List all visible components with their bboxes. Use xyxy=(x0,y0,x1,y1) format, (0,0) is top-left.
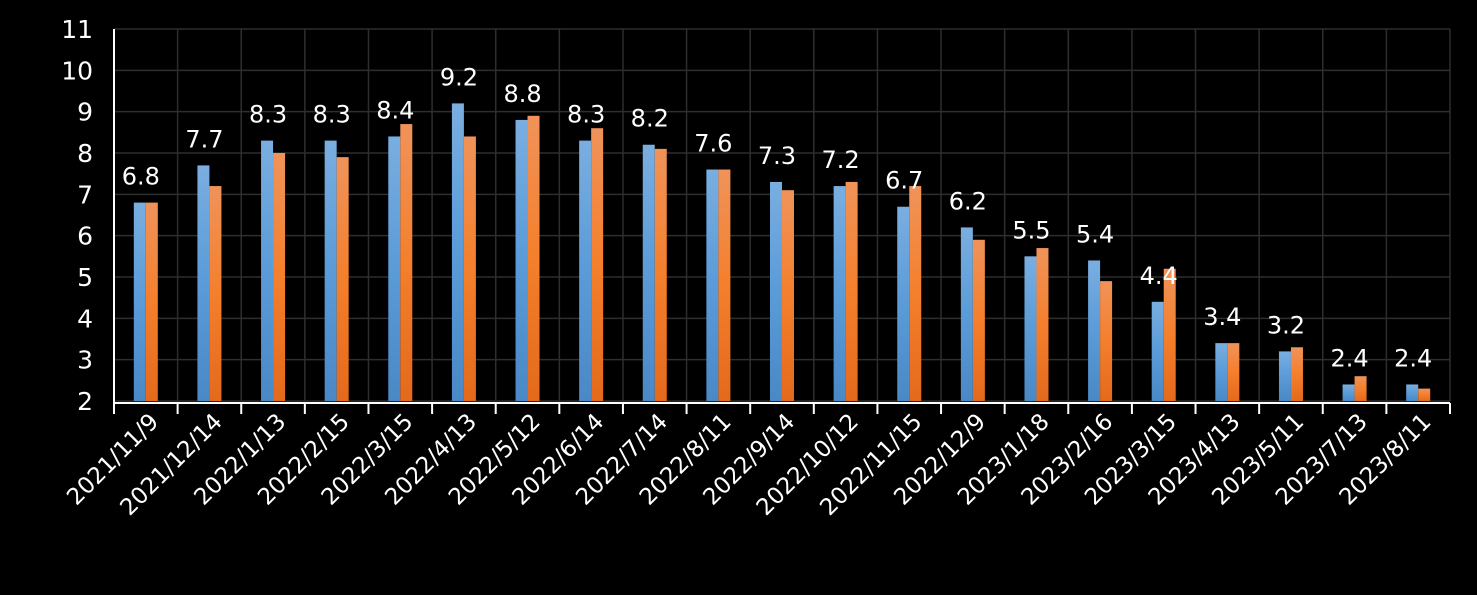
bar-series-2 xyxy=(972,239,985,401)
data-label: 8.3 xyxy=(249,101,287,129)
bar-series-2 xyxy=(463,136,476,401)
data-label: 7.6 xyxy=(694,130,732,158)
bar-series-2 xyxy=(336,157,349,401)
bar-series-1 xyxy=(133,202,146,401)
bar-series-2 xyxy=(209,186,222,401)
y-tick-label: 10 xyxy=(61,56,93,85)
axes xyxy=(113,29,1451,414)
bar-series-2 xyxy=(1290,347,1303,401)
data-label: 7.3 xyxy=(758,142,796,170)
bar-series-2 xyxy=(591,128,604,401)
data-label: 2.4 xyxy=(1394,344,1432,372)
bar-series-2 xyxy=(718,169,731,401)
bar-series-2 xyxy=(909,186,922,401)
data-label: 8.8 xyxy=(503,80,541,108)
bar-series-2 xyxy=(273,153,286,401)
bar-series-2 xyxy=(1163,268,1176,401)
bar-series-1 xyxy=(197,165,210,401)
bar-series-2 xyxy=(845,181,858,401)
data-label: 5.4 xyxy=(1076,220,1114,248)
bar-series-1 xyxy=(1088,260,1101,401)
y-tick-label: 11 xyxy=(61,15,93,44)
data-label: 6.2 xyxy=(949,187,987,215)
y-tick-label: 9 xyxy=(77,98,93,127)
data-label: 3.4 xyxy=(1203,303,1241,331)
bar-series-1 xyxy=(388,136,401,401)
bar-series-1 xyxy=(515,119,528,401)
data-label: 8.4 xyxy=(376,96,414,124)
bar-series-1 xyxy=(1342,384,1355,401)
data-label: 2.4 xyxy=(1330,344,1368,372)
y-tick-label: 3 xyxy=(77,346,93,375)
bar-series-1 xyxy=(1151,301,1164,401)
bar-series-1 xyxy=(1024,256,1037,401)
bar-series-1 xyxy=(579,140,592,401)
data-label: 7.2 xyxy=(822,146,860,174)
bar-series-1 xyxy=(833,186,846,401)
data-label: 6.8 xyxy=(122,163,160,191)
bar-series-1 xyxy=(706,169,719,401)
bar-series-2 xyxy=(400,124,413,402)
data-label: 5.5 xyxy=(1012,216,1050,244)
bar-series-1 xyxy=(642,144,655,401)
bars xyxy=(133,103,1431,402)
bar-series-1 xyxy=(451,103,464,402)
bar-series-2 xyxy=(654,148,667,401)
bar-series-1 xyxy=(324,140,337,401)
data-label: 4.4 xyxy=(1140,262,1178,290)
bar-series-1 xyxy=(770,181,782,401)
data-label: 7.7 xyxy=(185,125,223,153)
bar-series-2 xyxy=(1227,343,1240,401)
data-label: 8.2 xyxy=(631,105,669,133)
bar-series-1 xyxy=(1278,351,1291,401)
bar-series-1 xyxy=(960,227,973,401)
bar-series-1 xyxy=(897,206,910,401)
y-tick-label: 2 xyxy=(77,387,93,416)
bar-series-2 xyxy=(1100,281,1113,401)
y-tick-label: 5 xyxy=(77,263,93,292)
bar-series-2 xyxy=(1036,248,1049,401)
bar-series-2 xyxy=(1418,388,1431,401)
bar-series-2 xyxy=(1354,376,1367,401)
bar-series-1 xyxy=(1406,384,1419,401)
y-tick-label: 7 xyxy=(77,180,93,209)
bar-series-2 xyxy=(527,115,540,402)
y-tick-label: 4 xyxy=(77,304,93,333)
data-label: 3.2 xyxy=(1267,311,1305,339)
data-label: 6.7 xyxy=(885,167,923,195)
bar-series-2 xyxy=(145,202,158,401)
bar-series-1 xyxy=(1215,343,1228,401)
data-label: 8.3 xyxy=(313,101,351,129)
y-tick-label: 6 xyxy=(77,222,93,251)
bar-series-1 xyxy=(261,140,274,401)
y-tick-label: 8 xyxy=(77,139,93,168)
data-label: 8.3 xyxy=(567,101,605,129)
data-label: 9.2 xyxy=(440,63,478,91)
bar-series-2 xyxy=(782,190,794,401)
